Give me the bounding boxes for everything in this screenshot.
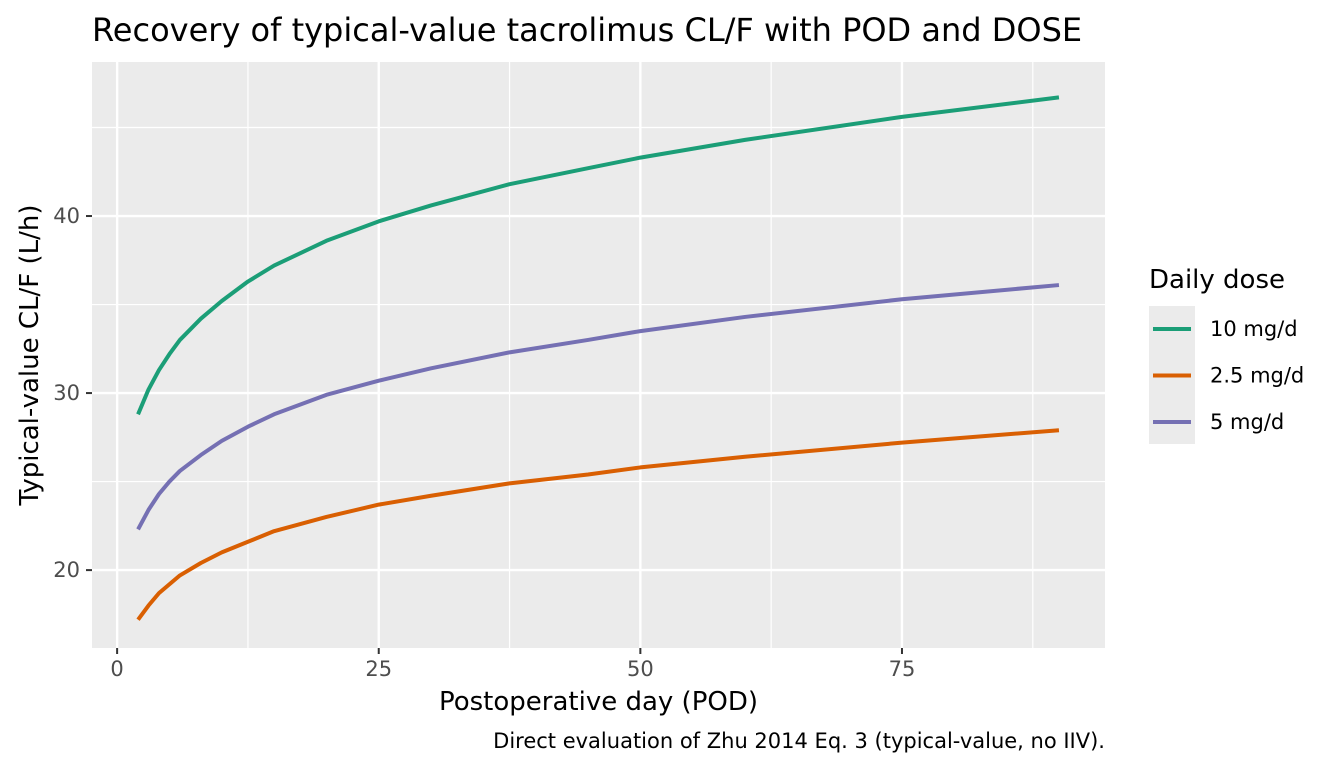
major-gridlines (92, 62, 1105, 648)
y-tick-label: 20 (53, 558, 80, 582)
chart-caption: Direct evaluation of Zhu 2014 Eq. 3 (typ… (493, 729, 1105, 753)
x-axis-title: Postoperative day (POD) (439, 687, 758, 717)
series-line-10-mg-d (136, 95, 1060, 416)
plot-panel (92, 62, 1105, 648)
y-tick-label: 30 (53, 381, 80, 405)
legend-label-10-mg-d: 10 mg/d (1210, 317, 1298, 341)
x-tick-label: 50 (627, 657, 654, 681)
legend: Daily dose 10 mg/d 2.5 mg/d 5 mg/d (1149, 265, 1304, 444)
legend-label-5-mg-d: 5 mg/d (1210, 410, 1284, 434)
series-lines (136, 95, 1060, 621)
series-line-5-mg-d (136, 283, 1060, 531)
legend-label-2-5-mg-d: 2.5 mg/d (1210, 364, 1304, 388)
y-axis: 20 30 40 (53, 204, 92, 582)
legend-title: Daily dose (1149, 265, 1285, 295)
series-line-2-5-mg-d (136, 428, 1060, 621)
chart-title: Recovery of typical-value tacrolimus CL/… (92, 11, 1082, 49)
minor-gridlines (92, 62, 1105, 648)
y-axis-title: Typical-value CL/F (L/h) (15, 205, 45, 507)
x-axis: 0 25 50 75 (110, 648, 915, 681)
y-tick-label: 40 (53, 204, 80, 228)
x-tick-label: 0 (110, 657, 123, 681)
x-tick-label: 75 (889, 657, 916, 681)
x-tick-label: 25 (365, 657, 392, 681)
